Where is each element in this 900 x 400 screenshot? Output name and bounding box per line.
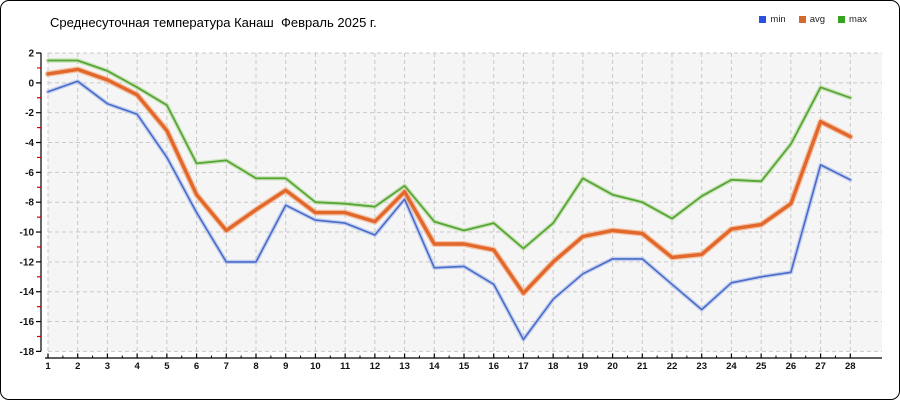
x-tick-label: 1	[45, 361, 51, 372]
x-tick-label: 14	[429, 361, 440, 372]
y-tick-label: -6	[25, 168, 34, 179]
x-tick-label: 20	[607, 361, 618, 372]
x-tick-label: 6	[194, 361, 199, 372]
y-tick-label: -4	[25, 138, 34, 149]
legend-chip-min	[759, 16, 767, 23]
y-tick-label: 2	[28, 49, 34, 60]
x-tick-label: 24	[726, 361, 737, 372]
legend-chip-max	[838, 16, 846, 23]
x-tick-label: 27	[815, 361, 826, 372]
legend-item-avg: avg	[798, 14, 826, 25]
x-tick-label: 10	[310, 361, 321, 372]
max-line	[47, 59, 852, 250]
x-tick-label: 25	[756, 361, 767, 372]
x-tick-label: 18	[548, 361, 559, 372]
page-title: Среднесуточная температура Канаш Февраль…	[50, 15, 377, 30]
avg-line	[46, 67, 852, 295]
x-tick-label: 13	[399, 361, 410, 372]
x-tick-label: 12	[370, 361, 381, 372]
x-tick-label: 22	[667, 361, 678, 372]
y-tick-label: -18	[20, 347, 35, 358]
legend-label-max: max	[849, 14, 867, 25]
y-tick-label: -8	[25, 198, 34, 209]
x-tick-label: 23	[696, 361, 707, 372]
y-tick-label: -2	[25, 108, 34, 119]
x-tick-label: 7	[224, 361, 229, 372]
legend-label-avg: avg	[809, 14, 826, 25]
x-tick-label: 15	[459, 361, 470, 372]
x-tick-label: 2	[75, 361, 80, 372]
x-tick-label: 19	[578, 361, 589, 372]
y-tick-label: -12	[20, 257, 35, 268]
y-tick-label: -10	[20, 228, 35, 239]
x-tick-label: 5	[164, 361, 170, 372]
legend-item-min: min	[759, 14, 786, 25]
x-tick-label: 11	[340, 361, 351, 372]
min-line	[47, 80, 852, 341]
x-tick-label: 9	[283, 361, 288, 372]
legend-item-max: max	[838, 14, 867, 25]
x-tick-label: 8	[253, 361, 258, 372]
y-tick-label: 0	[28, 78, 34, 89]
legend-chip-avg	[798, 16, 806, 23]
legend: min avg max	[759, 14, 867, 25]
legend-label-min: min	[770, 14, 786, 25]
x-tick-label: 28	[845, 361, 856, 372]
x-tick-label: 3	[105, 361, 110, 372]
y-tick-label: -14	[20, 287, 35, 298]
y-tick-label: -16	[20, 317, 35, 328]
x-tick-label: 21	[637, 361, 648, 372]
x-tick-label: 4	[134, 361, 140, 372]
x-tick-label: 16	[488, 361, 499, 372]
x-tick-label: 26	[786, 361, 797, 372]
x-tick-label: 17	[518, 361, 529, 372]
